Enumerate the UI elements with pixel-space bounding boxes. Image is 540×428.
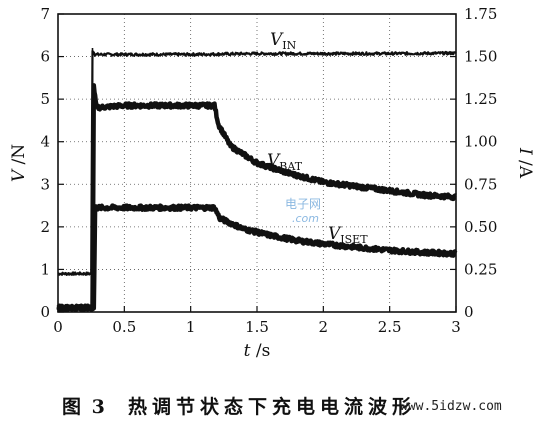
series-label: VBAT bbox=[267, 151, 303, 173]
series-line-v-bat bbox=[56, 83, 458, 313]
caption-label: 图 3 bbox=[62, 396, 107, 418]
y-right-tick-label: 1.00 bbox=[464, 133, 497, 151]
y-left-tick-label: 0 bbox=[40, 303, 50, 321]
y-right-tick-label: 0.75 bbox=[464, 175, 497, 193]
watermark-text: 电子网 bbox=[285, 197, 321, 211]
x-axis-title: t /s bbox=[244, 341, 271, 361]
x-tick-label: 1.5 bbox=[245, 318, 269, 336]
figure-caption: 图 3 热调节状态下充电电流波形 www.5idzw.com bbox=[0, 392, 540, 422]
y-left-tick-label: 2 bbox=[40, 218, 50, 236]
y-right-tick-label: 0.50 bbox=[464, 218, 497, 236]
x-tick-label: 3 bbox=[451, 318, 461, 336]
y-left-tick-label: 5 bbox=[40, 90, 50, 108]
series-label: VISET bbox=[328, 224, 368, 246]
y-left-tick-label: 4 bbox=[40, 133, 50, 151]
caption-site: www.5idzw.com bbox=[400, 399, 502, 414]
y-left-axis-title: V /N bbox=[9, 144, 29, 182]
x-tick-label: 2 bbox=[319, 318, 329, 336]
series-line-v-in bbox=[57, 50, 457, 276]
watermark-text: .com bbox=[292, 212, 319, 225]
y-right-tick-label: 1.25 bbox=[464, 90, 497, 108]
y-left-tick-label: 6 bbox=[40, 48, 50, 66]
y-right-tick-label: 1.75 bbox=[464, 5, 497, 23]
y-left-tick-label: 3 bbox=[40, 175, 50, 193]
y-right-tick-label: 1.50 bbox=[464, 48, 497, 66]
y-left-tick-label: 1 bbox=[40, 260, 50, 278]
y-right-tick-label: 0 bbox=[464, 303, 474, 321]
series-line-v-iset bbox=[56, 203, 458, 313]
caption-text: 热调节状态下充电电流波形 bbox=[128, 396, 417, 418]
y-left-tick-label: 7 bbox=[40, 5, 50, 23]
x-tick-label: 1 bbox=[186, 318, 196, 336]
y-right-tick-label: 0.25 bbox=[464, 260, 497, 278]
x-tick-label: 0.5 bbox=[112, 318, 136, 336]
x-tick-label: 0 bbox=[53, 318, 63, 336]
chart-svg: 0 0.5 1 1.5 2 2.5 30123456700.250.500.751.001.… bbox=[9, 5, 535, 361]
x-tick-label: 2.5 bbox=[378, 318, 402, 336]
series-label: VIN bbox=[270, 30, 297, 52]
y-right-axis-title: I /A bbox=[515, 147, 535, 179]
